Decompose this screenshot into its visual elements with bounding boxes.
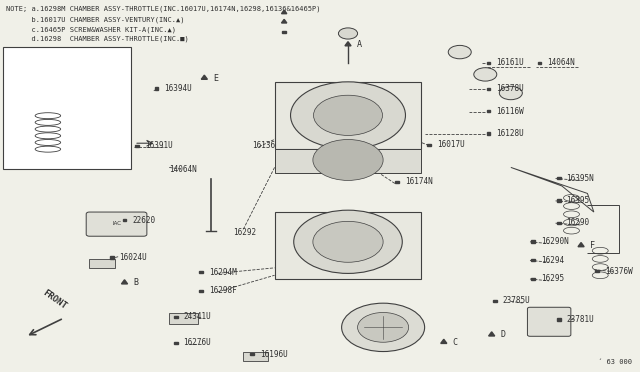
Bar [173,316,177,318]
Text: 16128U: 16128U [496,129,524,138]
Bar [275,82,421,149]
Text: 16196U: 16196U [260,350,287,359]
Bar [557,318,561,321]
Text: 16394U: 16394U [164,84,192,93]
Bar [199,290,203,292]
Text: C: C [452,338,458,347]
Bar [538,62,541,64]
Text: 16174N: 16174N [405,177,433,186]
Text: 16017U: 16017U [436,140,465,149]
Bar [531,259,535,261]
Text: 16376W: 16376W [605,267,632,276]
Text: 16161U: 16161U [496,58,524,67]
Text: E: E [213,74,218,83]
Bar [169,313,198,324]
Text: 22620: 22620 [132,216,156,225]
Text: 23785U: 23785U [502,296,531,305]
Circle shape [474,68,497,81]
Bar [557,199,561,202]
Polygon shape [282,10,287,14]
Circle shape [448,45,471,59]
Bar [199,271,203,273]
Polygon shape [201,75,207,79]
Text: 16024U: 16024U [120,253,147,262]
Text: 16378U: 16378U [496,84,524,93]
FancyBboxPatch shape [3,46,131,169]
Text: 16395: 16395 [566,196,589,205]
Bar [486,62,490,64]
Polygon shape [441,339,447,343]
Text: d.16298  CHAMBER ASSY-THROTTLE(INC.■): d.16298 CHAMBER ASSY-THROTTLE(INC.■) [6,35,189,42]
Text: 16136: 16136 [252,141,275,150]
Circle shape [313,140,383,180]
Text: 16294: 16294 [541,256,564,264]
Polygon shape [345,42,351,46]
Text: 16294M: 16294M [209,268,237,277]
Bar [486,132,490,135]
Bar [557,222,561,224]
Text: 16276U: 16276U [183,339,211,347]
Bar [275,212,421,279]
Bar [154,87,158,90]
Text: b.16017U CHAMBER ASSY-VENTURY(INC.▲): b.16017U CHAMBER ASSY-VENTURY(INC.▲) [6,17,185,23]
Bar [136,145,140,147]
Bar [531,240,535,243]
Bar [486,88,490,90]
Bar [427,144,431,146]
Circle shape [342,303,424,352]
Circle shape [358,312,409,342]
Text: 16395N: 16395N [566,174,594,183]
Bar [531,278,535,280]
Polygon shape [282,19,287,23]
FancyBboxPatch shape [86,212,147,236]
Circle shape [314,95,383,135]
Text: THIS PART IS SUPPLIED WITH
PROTECTOR AS SHOWN ABOVE
ILLUSTRATION.
BEFORE INSTALL: THIS PART IS SUPPLIED WITH PROTECTOR AS … [9,50,113,90]
Bar [396,181,399,183]
Polygon shape [488,332,495,336]
FancyBboxPatch shape [527,307,571,336]
Text: 16298: 16298 [355,224,378,233]
Bar [110,256,114,259]
Text: 23781U: 23781U [566,315,594,324]
Text: 14064N: 14064N [547,58,575,67]
Bar [275,149,421,173]
Circle shape [499,86,522,100]
Bar [123,219,127,221]
Bar [282,31,286,33]
Polygon shape [122,280,127,284]
Text: 16290N: 16290N [541,237,568,246]
Circle shape [294,210,403,273]
Polygon shape [578,243,584,247]
Bar [557,177,561,179]
Bar [250,353,254,355]
Text: F: F [590,241,595,250]
Bar [173,342,177,344]
Text: c.16465P SCREW&WASHER KIT-A(INC.▲): c.16465P SCREW&WASHER KIT-A(INC.▲) [6,26,177,32]
Bar [243,352,268,361]
Text: 16295: 16295 [541,274,564,283]
Text: 14064N: 14064N [169,165,197,174]
Text: IAC: IAC [113,221,122,227]
Bar [90,259,115,268]
Bar [486,110,490,112]
Text: A: A [357,40,362,49]
Text: 16298F: 16298F [209,286,237,295]
Bar [595,270,599,272]
Text: B: B [134,278,138,287]
Text: FRONT: FRONT [41,288,68,311]
Text: 16116W: 16116W [496,107,524,116]
Circle shape [291,82,406,149]
Text: 24341U: 24341U [183,312,211,321]
Text: 16290: 16290 [566,218,589,227]
Text: D: D [500,330,506,339]
Text: ´ 63 000: ´ 63 000 [598,359,632,365]
Bar [493,300,497,302]
Circle shape [313,221,383,262]
Circle shape [339,28,358,39]
Text: 16293: 16293 [367,331,390,340]
Text: NOTE; a.16298M CHAMBER ASSY-THROTTLE(INC.16017U,16174N,16298,16136&16465P): NOTE; a.16298M CHAMBER ASSY-THROTTLE(INC… [6,6,321,12]
Text: 16391U: 16391U [145,141,173,150]
Text: 16292: 16292 [233,228,256,237]
